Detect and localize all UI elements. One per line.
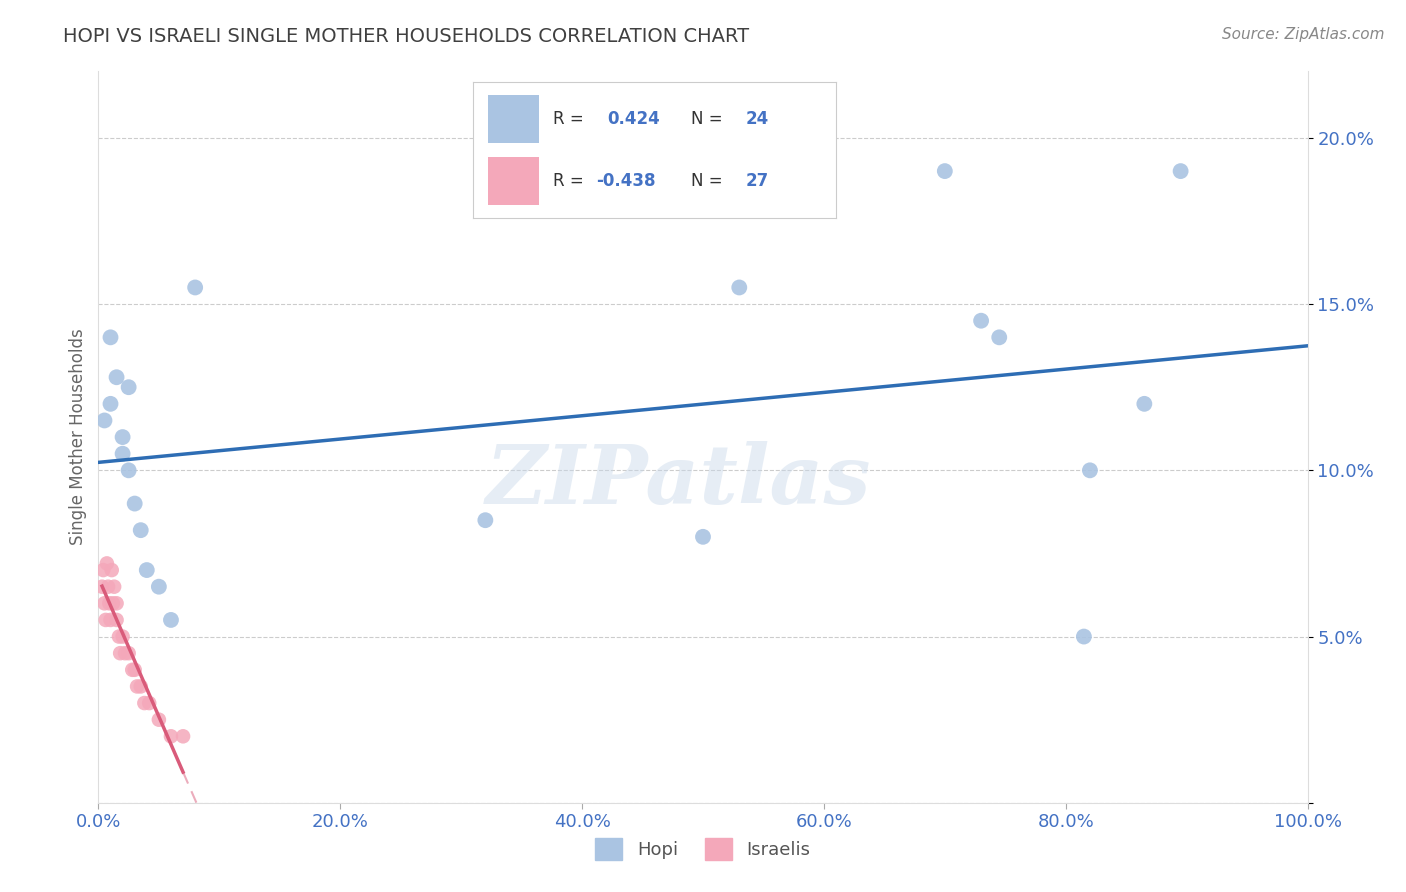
Point xyxy=(100,563,122,577)
Point xyxy=(124,663,146,677)
Point xyxy=(988,330,1011,344)
Point xyxy=(138,696,160,710)
Point xyxy=(124,497,146,511)
Point xyxy=(1170,164,1192,178)
Legend: Hopi, Israelis: Hopi, Israelis xyxy=(588,830,818,867)
Point xyxy=(96,557,118,571)
Point xyxy=(1073,630,1095,644)
Point xyxy=(129,523,152,537)
Point xyxy=(970,314,993,328)
Point xyxy=(100,397,122,411)
Point xyxy=(118,463,141,477)
Point xyxy=(108,646,131,660)
Point xyxy=(1133,397,1156,411)
Point xyxy=(160,729,183,743)
Point xyxy=(728,280,751,294)
Point xyxy=(98,596,121,610)
Point xyxy=(148,580,170,594)
Point xyxy=(172,729,194,743)
Point xyxy=(97,580,120,594)
Text: HOPI VS ISRAELI SINGLE MOTHER HOUSEHOLDS CORRELATION CHART: HOPI VS ISRAELI SINGLE MOTHER HOUSEHOLDS… xyxy=(63,27,749,45)
Point xyxy=(474,513,496,527)
Point xyxy=(101,596,124,610)
Point xyxy=(94,613,117,627)
Point xyxy=(93,413,115,427)
Point xyxy=(111,630,134,644)
Point xyxy=(934,164,956,178)
Point xyxy=(108,630,131,644)
Point xyxy=(118,380,141,394)
Point xyxy=(105,370,128,384)
Point xyxy=(118,646,141,660)
Text: Source: ZipAtlas.com: Source: ZipAtlas.com xyxy=(1222,27,1385,42)
Point xyxy=(100,330,122,344)
Point xyxy=(134,696,156,710)
Point xyxy=(1078,463,1101,477)
Point xyxy=(103,580,125,594)
Point xyxy=(91,563,114,577)
Point xyxy=(135,563,157,577)
Point xyxy=(160,613,183,627)
Point xyxy=(129,680,152,694)
Point xyxy=(148,713,170,727)
Point xyxy=(121,663,143,677)
Text: ZIPatlas: ZIPatlas xyxy=(486,441,872,521)
Y-axis label: Single Mother Households: Single Mother Households xyxy=(69,329,87,545)
Point xyxy=(111,430,134,444)
Point xyxy=(91,580,114,594)
Point xyxy=(692,530,714,544)
Point xyxy=(184,280,207,294)
Point xyxy=(105,613,128,627)
Point xyxy=(105,596,128,610)
Point xyxy=(114,646,136,660)
Point xyxy=(127,680,149,694)
Point xyxy=(93,596,115,610)
Point xyxy=(111,447,134,461)
Point xyxy=(100,613,122,627)
